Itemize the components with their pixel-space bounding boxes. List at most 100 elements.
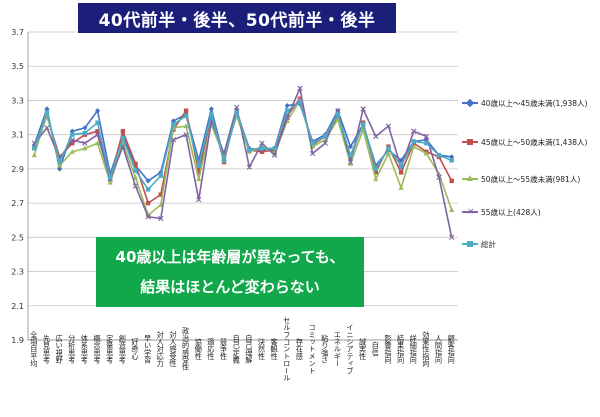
data-point bbox=[196, 163, 201, 168]
data-point bbox=[145, 214, 151, 220]
x-tick-label: 広い視野 bbox=[55, 334, 64, 364]
data-point bbox=[120, 129, 126, 134]
data-point bbox=[108, 175, 113, 180]
data-point bbox=[208, 106, 214, 112]
data-point bbox=[411, 128, 417, 134]
legend-marker: × bbox=[467, 207, 475, 217]
data-point bbox=[95, 120, 100, 125]
x-tick-label: 競争性 bbox=[220, 338, 229, 361]
data-point bbox=[436, 174, 442, 181]
data-point bbox=[133, 161, 138, 166]
data-point bbox=[373, 176, 379, 182]
legend-item: × 55歳以上(428人) bbox=[462, 205, 541, 219]
data-point bbox=[32, 146, 37, 151]
x-tick-label: 全項目平均 bbox=[29, 330, 38, 368]
data-point bbox=[322, 140, 328, 146]
data-point bbox=[259, 146, 265, 151]
data-point bbox=[44, 106, 50, 112]
y-tick-label: 1.9 bbox=[11, 336, 24, 345]
legend-item: 45歳以上～50歳未満(1,438人) bbox=[462, 135, 587, 149]
data-point bbox=[347, 159, 354, 165]
data-point bbox=[271, 152, 278, 158]
x-tick-label: 好奇心 bbox=[131, 338, 140, 360]
data-point bbox=[234, 110, 239, 115]
data-point bbox=[448, 234, 455, 241]
data-point bbox=[411, 143, 417, 149]
callout-line-1: 40歳以上は年齢層が異なっても、 bbox=[115, 248, 345, 266]
x-tick-label: 対人対応力 bbox=[156, 330, 165, 368]
data-point bbox=[95, 129, 100, 134]
x-tick-label: 自信 bbox=[371, 341, 380, 357]
data-point bbox=[132, 183, 139, 189]
data-point bbox=[183, 131, 189, 138]
data-point bbox=[398, 170, 404, 175]
data-point bbox=[297, 99, 303, 105]
y-tick-label: 3.7 bbox=[11, 28, 24, 37]
x-tick-label: 誠実性 bbox=[359, 338, 368, 361]
data-point bbox=[348, 153, 353, 158]
data-point bbox=[449, 207, 455, 212]
data-point bbox=[449, 178, 454, 184]
data-point bbox=[373, 170, 378, 175]
data-point bbox=[44, 110, 50, 115]
x-tick-label: 対人感受性 bbox=[169, 330, 178, 368]
x-tick-label: コミットメント bbox=[308, 324, 317, 375]
callout-box: 40歳以上は年齢層が異なっても、 結果はほとんど変わらない bbox=[96, 237, 364, 307]
x-tick-label: 政治的感受性 bbox=[182, 327, 191, 372]
legend-swatch bbox=[462, 175, 478, 181]
data-point bbox=[82, 125, 88, 131]
chart-series bbox=[31, 85, 455, 241]
series-5 bbox=[32, 99, 454, 192]
data-point bbox=[385, 150, 392, 156]
x-tick-label: 概念思考 bbox=[93, 334, 102, 365]
data-point bbox=[310, 141, 315, 146]
callout-line-2: 結果はほとんど変わらない bbox=[140, 278, 320, 296]
x-tick-label: 詳細指向 bbox=[409, 334, 418, 364]
data-point bbox=[284, 102, 290, 109]
series-3 bbox=[31, 97, 455, 218]
data-point bbox=[183, 123, 189, 129]
data-point bbox=[423, 133, 430, 140]
series-line bbox=[33, 100, 452, 191]
legend-swatch bbox=[462, 139, 478, 145]
y-tick-label: 2.7 bbox=[11, 199, 24, 208]
data-point bbox=[158, 215, 164, 222]
data-point bbox=[360, 122, 366, 127]
x-tick-label: 協働性 bbox=[194, 338, 203, 361]
data-point bbox=[385, 123, 392, 129]
data-point bbox=[183, 108, 189, 113]
data-point bbox=[183, 113, 189, 119]
data-point bbox=[436, 153, 442, 158]
legend-item: 50歳以上～55歳未満(981人) bbox=[462, 172, 580, 186]
data-point bbox=[259, 140, 265, 146]
x-tick-label: エネルギー bbox=[333, 331, 342, 367]
data-point bbox=[398, 163, 404, 168]
y-axis: 1.9 2.1 2.3 2.5 2.7 2.9 3.1 3.3 3.5 3.7 bbox=[11, 28, 29, 345]
data-point bbox=[44, 125, 50, 131]
data-point bbox=[247, 147, 252, 153]
data-point bbox=[70, 141, 75, 146]
x-tick-label: 存在感 bbox=[295, 338, 304, 360]
series-line bbox=[33, 98, 453, 217]
data-point bbox=[82, 130, 88, 136]
data-point bbox=[246, 164, 253, 170]
legend-label: 総計 bbox=[481, 239, 496, 249]
legend-marker bbox=[467, 175, 473, 181]
data-point bbox=[297, 85, 303, 92]
data-point bbox=[196, 176, 202, 182]
data-point bbox=[424, 141, 429, 146]
data-point bbox=[423, 137, 429, 143]
x-tick-label: 影響指向 bbox=[384, 334, 393, 364]
legend-label: 45歳以上～50歳未満(1,438人) bbox=[481, 137, 588, 147]
data-point bbox=[373, 133, 379, 140]
data-point bbox=[158, 192, 163, 197]
x-tick-label: 定量思考 bbox=[106, 334, 115, 365]
chart-title-banner: 40代前半・後半、50代前半・後半 bbox=[78, 3, 396, 33]
x-tick-label: 結果指向 bbox=[397, 334, 406, 364]
series-1 bbox=[31, 101, 455, 184]
legend-marker bbox=[467, 241, 473, 247]
x-tick-label: 顧客指向 bbox=[447, 334, 456, 364]
data-point bbox=[335, 111, 341, 117]
x-tick-label: 粘り強さ bbox=[321, 334, 330, 365]
legend-swatch bbox=[462, 98, 478, 108]
